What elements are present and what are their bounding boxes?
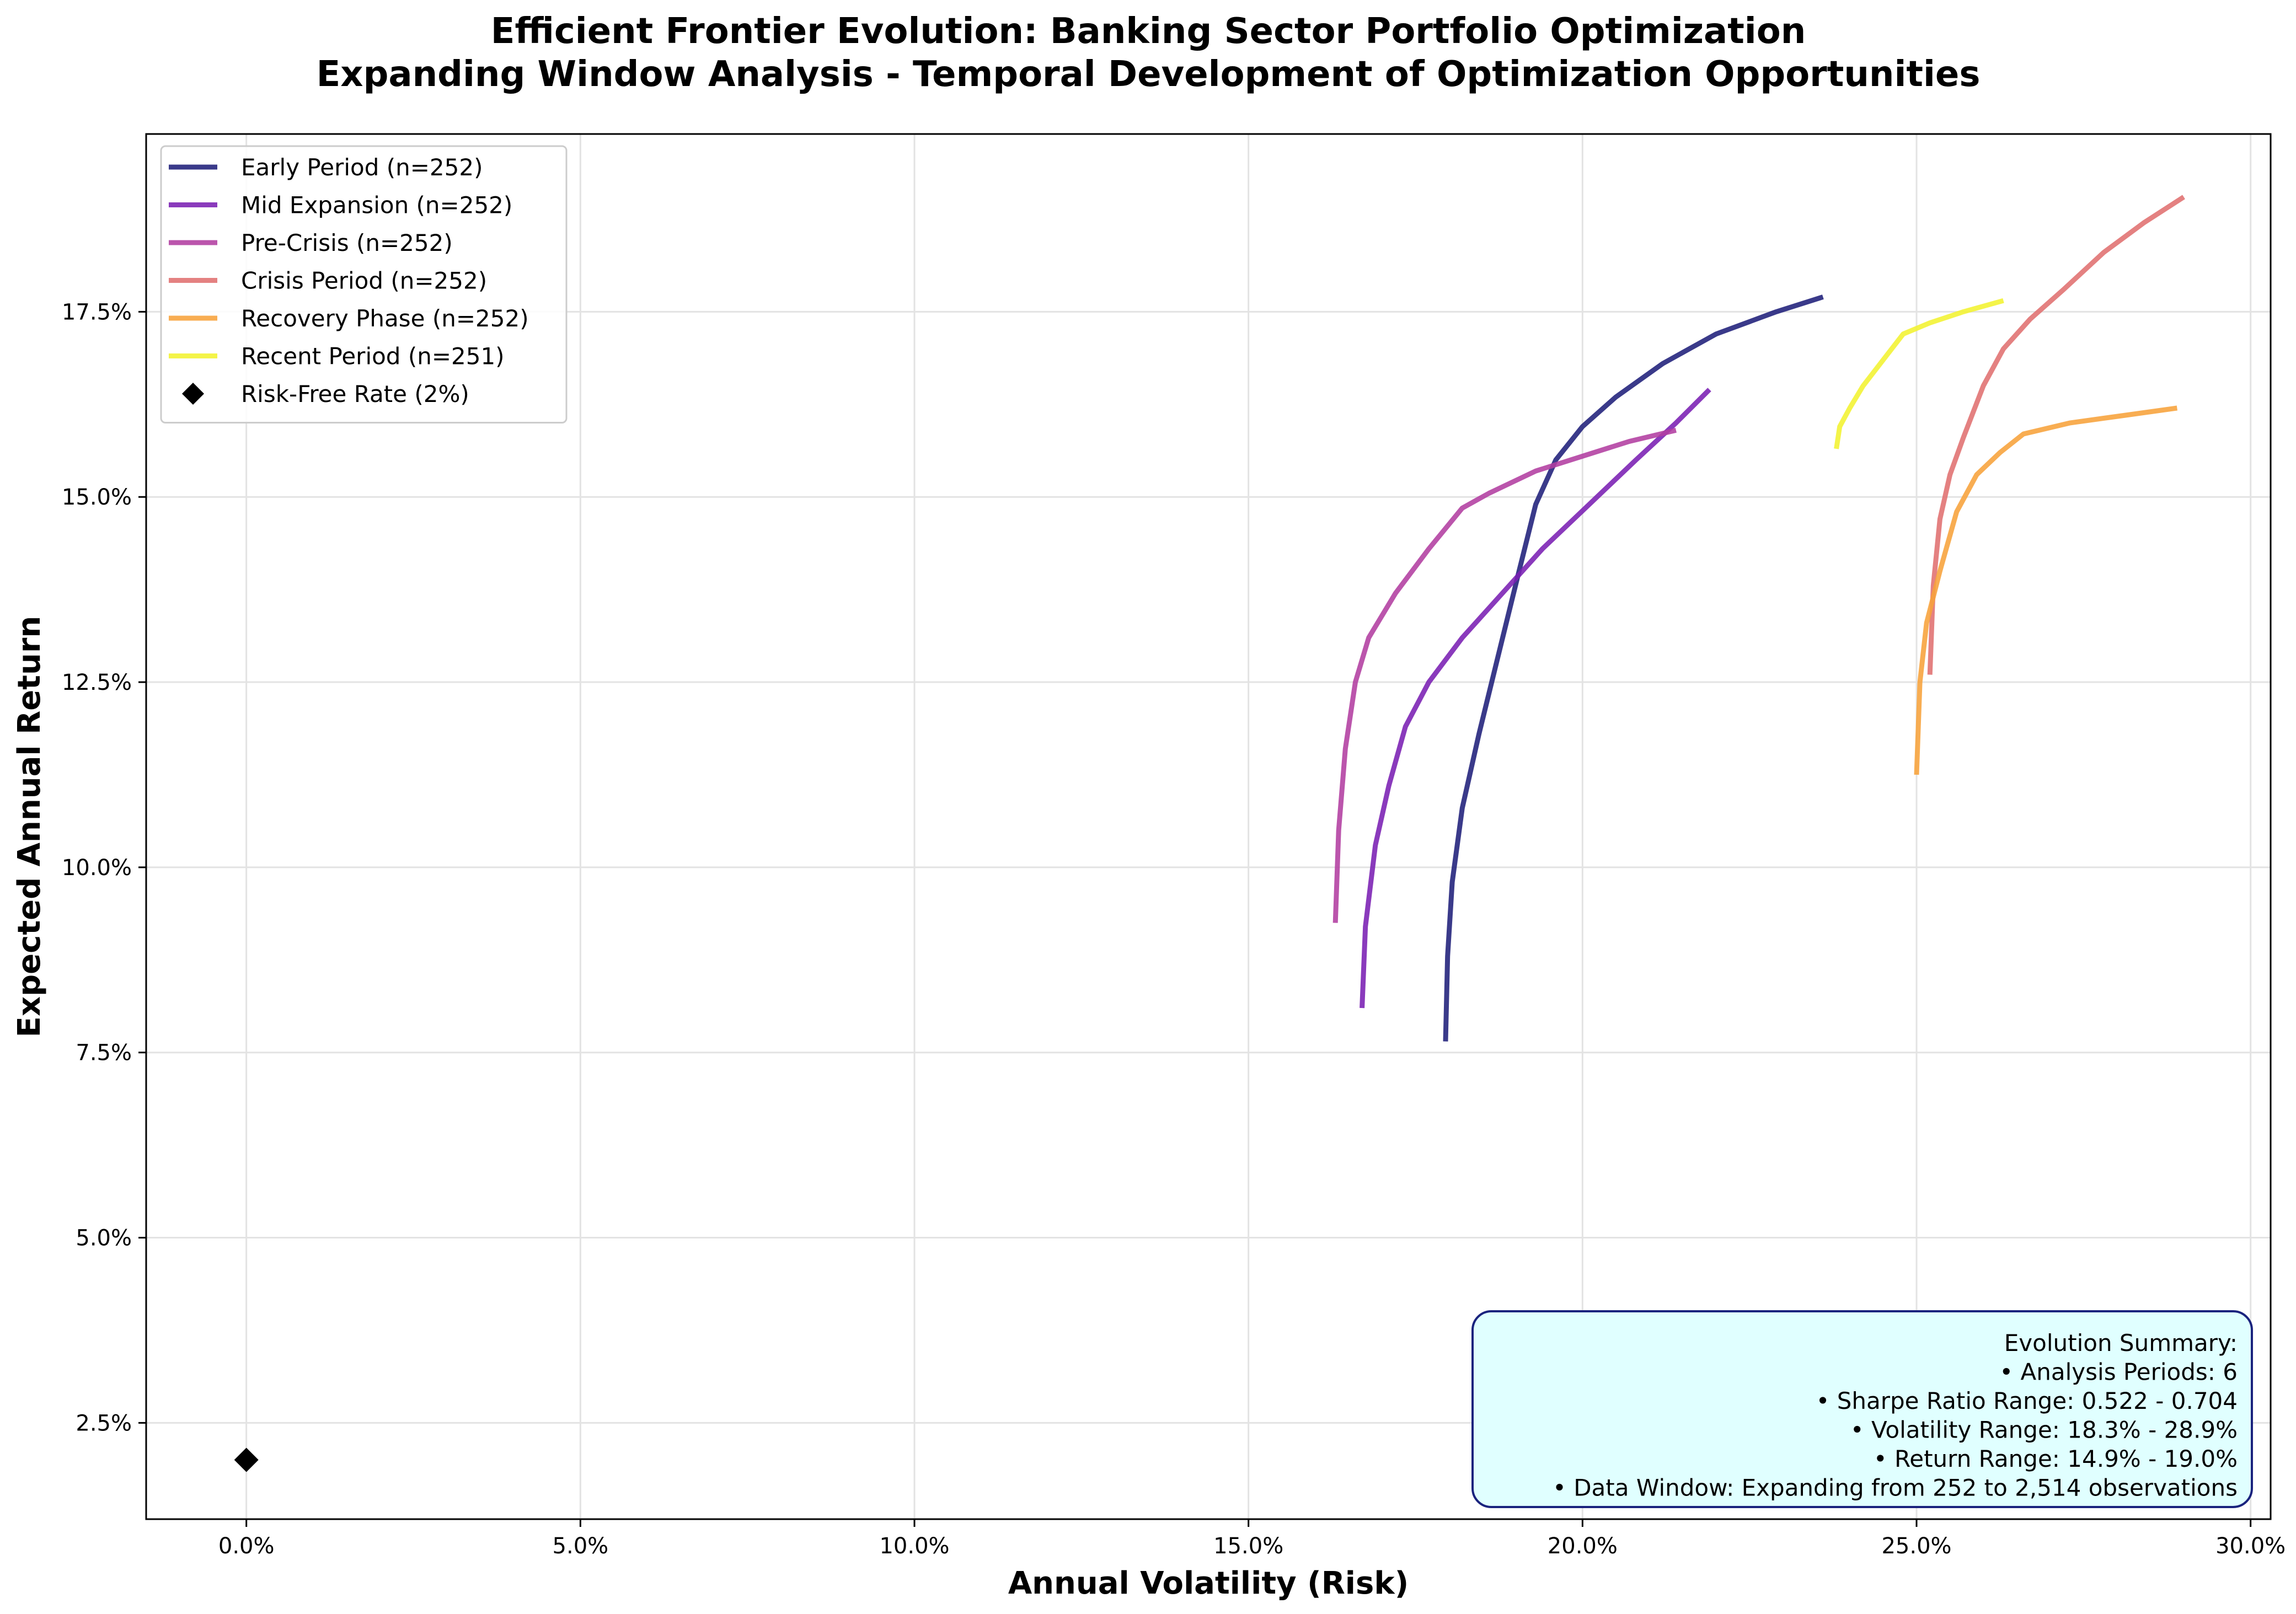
y-tick-label: 10.0% [62,855,132,881]
series-line-6 [1834,298,2004,449]
x-tick-label: 15.0% [1213,1533,1283,1559]
axis-ticks: 0.0% 5.0% 10.0% 15.0% 20.0% 25.0% 30.0% 2.5% 5.0… [62,299,2286,1559]
series-line-4 [1927,195,2185,675]
plot-frame [145,133,2272,1520]
x-tick-label: 5.0% [553,1533,609,1559]
marker-group [234,1447,259,1472]
grid [146,134,2271,1519]
x-tick-label: 0.0% [218,1533,275,1559]
summary-line-5: • Return Range: 14.9% - 19.0% [1874,1445,2238,1472]
summary-annotation: Evolution Summary:• Analysis Periods: 6•… [1471,1310,2253,1508]
legend: Early Period (n=252) Mid Expansion (n=252… [160,145,568,423]
y-tick-label: 7.5% [76,1041,132,1066]
chart-subtitle: Expanding Window Analysis - Temporal Dev… [317,54,1981,95]
y-tick-label: 2.5% [76,1411,132,1436]
summary-box [1471,1310,2253,1508]
legend-marker-diamond [182,383,204,405]
summary-line-2: • Analysis Periods: 6 [1999,1359,2238,1386]
x-tick-label: 25.0% [1881,1533,1951,1559]
legend-label-2: Mid Expansion (n=252) [241,192,512,219]
series-line-5 [1914,405,2178,775]
y-tick-label: 17.5% [62,299,132,325]
legend-label-risk-free: Risk-Free Rate (2%) [241,380,469,407]
y-tick-label: 5.0% [76,1226,132,1251]
summary-line-1: Evolution Summary: [2004,1329,2238,1356]
summary-line-3: • Sharpe Ratio Range: 0.522 - 0.704 [1816,1387,2238,1414]
legend-label-6: Recent Period (n=251) [241,343,505,370]
y-axis-title: Expected Annual Return [12,616,47,1038]
x-tick-label: 20.0% [1548,1533,1618,1559]
legend-box [160,145,568,423]
legend-label-4: Crisis Period (n=252) [241,267,487,294]
y-tick-label: 15.0% [62,485,132,510]
x-tick-label: 10.0% [879,1533,949,1559]
legend-label-1: Early Period (n=252) [241,154,483,181]
x-tick-label: 30.0% [2215,1533,2286,1559]
legend-label-3: Pre-Crisis (n=252) [241,229,453,256]
y-tick-label: 12.5% [62,670,132,695]
summary-line-4: • Volatility Range: 18.3% - 28.9% [1850,1417,2238,1444]
summary-line-6: • Data Window: Expanding from 252 to 2,5… [1553,1474,2238,1502]
chart-title: Efficient Frontier Evolution: Banking Se… [491,11,1806,52]
legend-label-5: Recovery Phase (n=252) [241,305,529,332]
series-line-2 [1360,388,1711,1009]
series-group [1332,195,2185,1042]
series-line-3 [1332,427,1677,923]
x-axis-title: Annual Volatility (Risk) [1008,1565,1409,1601]
series-line-1 [1443,294,1824,1042]
risk-free-marker [234,1447,259,1472]
